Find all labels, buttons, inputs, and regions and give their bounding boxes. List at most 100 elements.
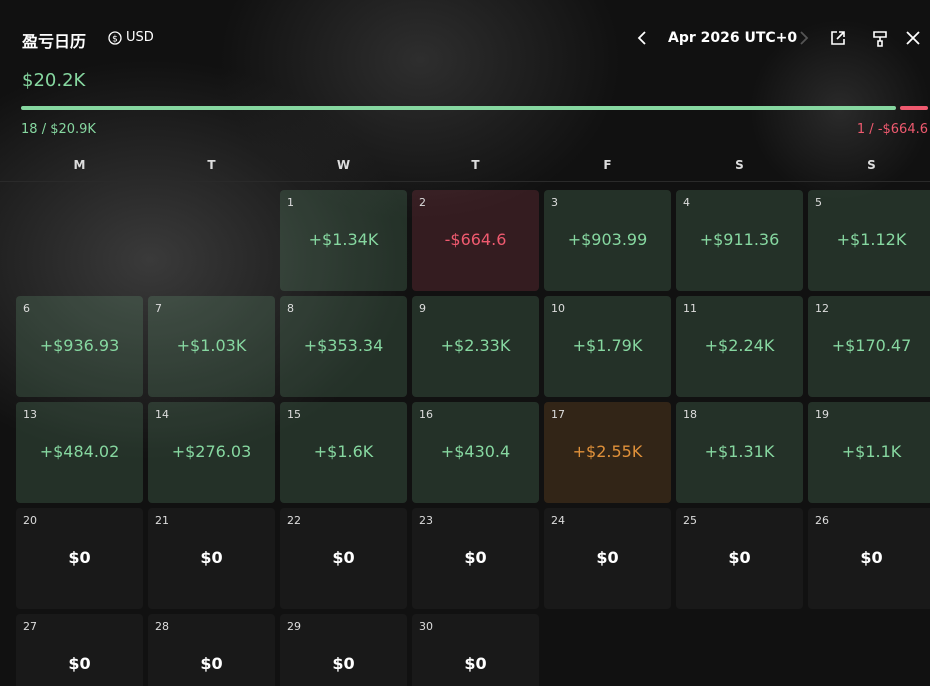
weekday: S bbox=[867, 158, 876, 172]
day-cell[interactable]: 12 +$170.47 bbox=[808, 296, 930, 397]
day-pnl: +$170.47 bbox=[831, 336, 912, 355]
day-pnl: $0 bbox=[596, 548, 619, 567]
day-cell[interactable]: 19 +$1.1K bbox=[808, 402, 930, 503]
loss-amount: -$664.6 bbox=[877, 122, 928, 137]
weekday: T bbox=[207, 158, 216, 172]
currency[interactable]: $ USD bbox=[108, 30, 154, 45]
day-cell[interactable]: 21 $0 bbox=[148, 508, 275, 609]
day-pnl: $0 bbox=[728, 548, 751, 567]
day-cell[interactable]: 15 +$1.6K bbox=[280, 402, 407, 503]
currency-icon: $ bbox=[108, 30, 122, 45]
day-pnl: +$1.6K bbox=[313, 442, 374, 461]
day-pnl: +$1.1K bbox=[841, 442, 902, 461]
day-cell[interactable]: 26 $0 bbox=[808, 508, 930, 609]
day-cell[interactable]: 25 $0 bbox=[676, 508, 803, 609]
day-number: 12 bbox=[815, 302, 829, 315]
day-pnl: $0 bbox=[860, 548, 883, 567]
win-amount: $20.9K bbox=[50, 122, 96, 137]
day-number: 11 bbox=[683, 302, 697, 315]
day-cell[interactable]: 23 $0 bbox=[412, 508, 539, 609]
day-cell[interactable]: 2 -$664.6 bbox=[412, 190, 539, 291]
win-count: 18 bbox=[21, 122, 38, 137]
day-cell[interactable]: 22 $0 bbox=[280, 508, 407, 609]
style[interactable] bbox=[870, 28, 890, 48]
divider bbox=[0, 181, 930, 182]
day-pnl: +$903.99 bbox=[567, 230, 648, 249]
day-pnl: $0 bbox=[68, 548, 91, 567]
share[interactable] bbox=[828, 28, 848, 48]
day-number: 27 bbox=[23, 620, 37, 633]
day-cell[interactable]: 27 $0 bbox=[16, 614, 143, 686]
day-cell[interactable]: 10 +$1.79K bbox=[544, 296, 671, 397]
day-pnl: +$353.34 bbox=[303, 336, 384, 355]
day-pnl: $0 bbox=[464, 548, 487, 567]
day-number: 3 bbox=[551, 196, 558, 209]
day-cell[interactable]: 5 +$1.12K bbox=[808, 190, 930, 291]
day-cell[interactable]: 18 +$1.31K bbox=[676, 402, 803, 503]
next-month[interactable] bbox=[794, 28, 814, 48]
day-number: 9 bbox=[419, 302, 426, 315]
day-pnl: +$276.03 bbox=[171, 442, 252, 461]
weekday: T bbox=[471, 158, 480, 172]
day-pnl: $0 bbox=[68, 654, 91, 673]
close[interactable] bbox=[903, 28, 923, 48]
day-number: 10 bbox=[551, 302, 565, 315]
day-number: 14 bbox=[155, 408, 169, 421]
day-number: 29 bbox=[287, 620, 301, 633]
day-cell[interactable]: 16 +$430.4 bbox=[412, 402, 539, 503]
day-cell[interactable]: 28 $0 bbox=[148, 614, 275, 686]
day-number: 18 bbox=[683, 408, 697, 421]
day-pnl: -$664.6 bbox=[444, 230, 507, 249]
day-pnl: +$1.34K bbox=[308, 230, 379, 249]
weekday: W bbox=[336, 158, 351, 172]
day-number: 20 bbox=[23, 514, 37, 527]
day-cell[interactable]: 11 +$2.24K bbox=[676, 296, 803, 397]
day-number: 7 bbox=[155, 302, 162, 315]
day-pnl: $0 bbox=[332, 654, 355, 673]
day-pnl: +$1.31K bbox=[704, 442, 775, 461]
day-pnl: +$936.93 bbox=[39, 336, 120, 355]
day-cell[interactable]: 29 $0 bbox=[280, 614, 407, 686]
day-cell[interactable]: 17 +$2.55K bbox=[544, 402, 671, 503]
day-cell[interactable]: 3 +$903.99 bbox=[544, 190, 671, 291]
day-pnl: +$430.4 bbox=[440, 442, 511, 461]
loss-bar bbox=[900, 106, 928, 110]
day-number: 4 bbox=[683, 196, 690, 209]
day-cell[interactable]: 14 +$276.03 bbox=[148, 402, 275, 503]
day-number: 26 bbox=[815, 514, 829, 527]
day-cell[interactable]: 6 +$936.93 bbox=[16, 296, 143, 397]
day-number: 6 bbox=[23, 302, 30, 315]
day-number: 22 bbox=[287, 514, 301, 527]
day-number: 24 bbox=[551, 514, 565, 527]
day-number: 23 bbox=[419, 514, 433, 527]
day-number: 19 bbox=[815, 408, 829, 421]
weekday: S bbox=[735, 158, 744, 172]
day-pnl: $0 bbox=[332, 548, 355, 567]
day-number: 17 bbox=[551, 408, 565, 421]
day-cell[interactable]: 30 $0 bbox=[412, 614, 539, 686]
day-cell[interactable]: 24 $0 bbox=[544, 508, 671, 609]
day-cell[interactable]: 4 +$911.36 bbox=[676, 190, 803, 291]
day-cell[interactable]: 1 +$1.34K bbox=[280, 190, 407, 291]
day-number: 2 bbox=[419, 196, 426, 209]
loss-count: 1 bbox=[856, 122, 866, 137]
day-cell[interactable]: 7 +$1.03K bbox=[148, 296, 275, 397]
day-pnl: +$2.55K bbox=[572, 442, 643, 461]
day-pnl: +$2.33K bbox=[440, 336, 511, 355]
day-number: 5 bbox=[815, 196, 822, 209]
weekday: M bbox=[73, 158, 86, 172]
weekday: F bbox=[603, 158, 612, 172]
day-cell[interactable]: 20 $0 bbox=[16, 508, 143, 609]
day-cell[interactable]: 13 +$484.02 bbox=[16, 402, 143, 503]
day-cell[interactable]: 8 +$353.34 bbox=[280, 296, 407, 397]
svg-text:$: $ bbox=[112, 34, 118, 44]
day-number: 1 bbox=[287, 196, 294, 209]
day-pnl: +$911.36 bbox=[699, 230, 780, 249]
day-number: 28 bbox=[155, 620, 169, 633]
day-cell[interactable]: 9 +$2.33K bbox=[412, 296, 539, 397]
day-number: 8 bbox=[287, 302, 294, 315]
prev-month[interactable] bbox=[632, 28, 652, 48]
day-number: 30 bbox=[419, 620, 433, 633]
day-number: 15 bbox=[287, 408, 301, 421]
